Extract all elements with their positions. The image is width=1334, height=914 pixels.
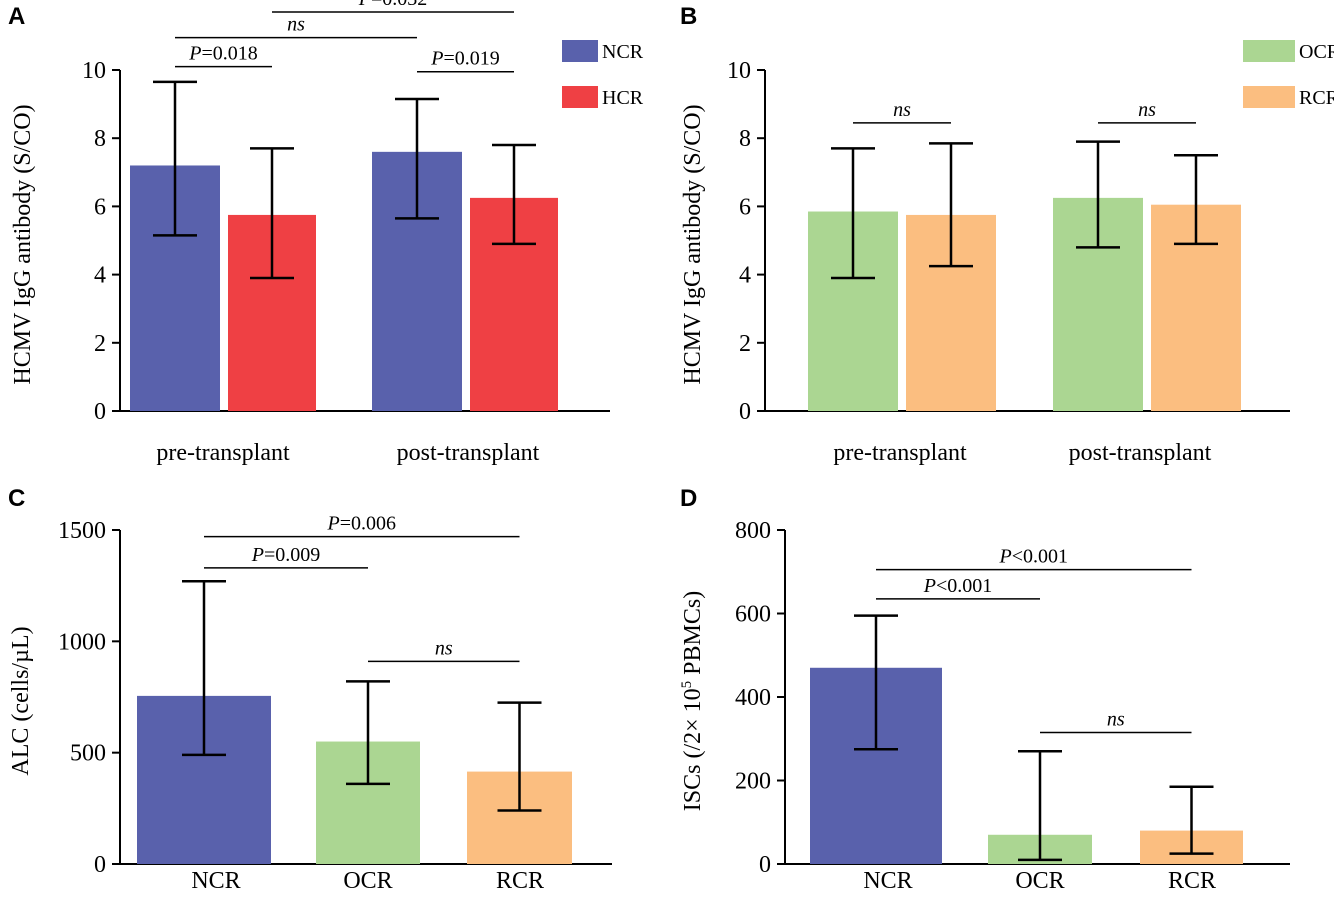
y-axis-title: HCMV IgG antibody (S/CO) (680, 104, 706, 384)
y-axis-title: HCMV IgG antibody (S/CO) (10, 104, 36, 384)
y-tick-label: 0 (94, 399, 106, 425)
x-tick-label: post-transplant (397, 440, 540, 466)
x-tick-label: OCR (343, 868, 392, 894)
significance-label: ns (1107, 708, 1125, 730)
y-tick-label: 800 (735, 518, 771, 544)
legend-label-ocr: OCR (1299, 41, 1334, 63)
y-tick-label: 0 (759, 852, 771, 878)
legend-swatch-ocr (1243, 40, 1295, 62)
y-tick-label: 0 (739, 399, 751, 425)
y-tick-label: 6 (94, 194, 106, 220)
y-axis-title: ALC (cells/µL) (8, 626, 34, 775)
y-tick-label: 1000 (58, 629, 106, 655)
y-tick-label: 400 (735, 685, 771, 711)
panel-letter: A (8, 3, 25, 30)
significance-label: P=0.018 (188, 43, 258, 65)
y-tick-label: 8 (94, 126, 106, 152)
y-tick-label: 200 (735, 769, 771, 795)
significance-label: ns (1138, 99, 1156, 121)
significance-label: P<0.001 (923, 575, 993, 597)
legend-swatch-rcr (1243, 86, 1295, 108)
y-tick-label: 0 (94, 852, 106, 878)
y-tick-label: 10 (727, 58, 751, 84)
y-tick-label: 2 (739, 331, 751, 357)
significance-label: P=0.032 (358, 0, 428, 10)
legend-label-rcr: RCR (1299, 87, 1334, 109)
significance-label: P<0.001 (999, 546, 1069, 568)
panel-letter: B (680, 3, 697, 30)
panel-a: A HCMV IgG antibody (S/CO) 0 2 4 6 8 10 pre-tran… (8, 0, 644, 466)
panel-b: B HCMV IgG antibody (S/CO) 0 2 4 6 8 10 pre-tran… (680, 3, 1334, 466)
panel-c: C ALC (cells/µL) 0 500 1000 1500 NCR OCR RCR P=0.… (8, 485, 612, 894)
y-tick-label: 4 (94, 263, 106, 289)
x-tick-label: OCR (1015, 868, 1064, 894)
y-tick-label: 500 (70, 741, 106, 767)
significance-label: P=0.019 (430, 48, 500, 70)
x-tick-label: RCR (1168, 868, 1216, 894)
y-tick-label: 2 (94, 331, 106, 357)
x-tick-label: RCR (496, 868, 544, 894)
x-tick-label: post-transplant (1069, 440, 1212, 466)
x-tick-label: pre-transplant (156, 440, 290, 466)
y-tick-label: 1500 (58, 518, 106, 544)
legend-label-ncr: NCR (602, 41, 644, 63)
legend-swatch-hcr (562, 86, 598, 108)
y-tick-label: 600 (735, 602, 771, 628)
significance-label: P=0.009 (251, 544, 321, 566)
panel-letter: D (680, 485, 697, 512)
y-tick-label: 4 (739, 263, 751, 289)
legend-swatch-ncr (562, 40, 598, 62)
significance-label: ns (287, 14, 305, 36)
significance-label: P=0.006 (327, 513, 397, 535)
y-tick-label: 8 (739, 126, 751, 152)
x-tick-label: NCR (863, 868, 912, 894)
y-tick-label: 10 (82, 58, 106, 84)
panel-d: D ISCs (/2× 105 PBMCs) 0 200 400 600 800 NCR OCR… (679, 485, 1290, 894)
y-axis-title: ISCs (/2× 105 PBMCs) (679, 591, 706, 811)
significance-label: ns (893, 99, 911, 121)
x-tick-label: NCR (191, 868, 240, 894)
x-tick-label: pre-transplant (833, 440, 967, 466)
significance-label: ns (435, 637, 453, 659)
panel-letter: C (8, 485, 25, 512)
y-tick-label: 6 (739, 194, 751, 220)
legend-label-hcr: HCR (602, 87, 644, 109)
